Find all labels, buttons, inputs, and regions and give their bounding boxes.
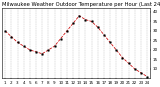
Text: Milwaukee Weather Outdoor Temperature per Hour (Last 24 Hours): Milwaukee Weather Outdoor Temperature pe… — [2, 2, 160, 7]
